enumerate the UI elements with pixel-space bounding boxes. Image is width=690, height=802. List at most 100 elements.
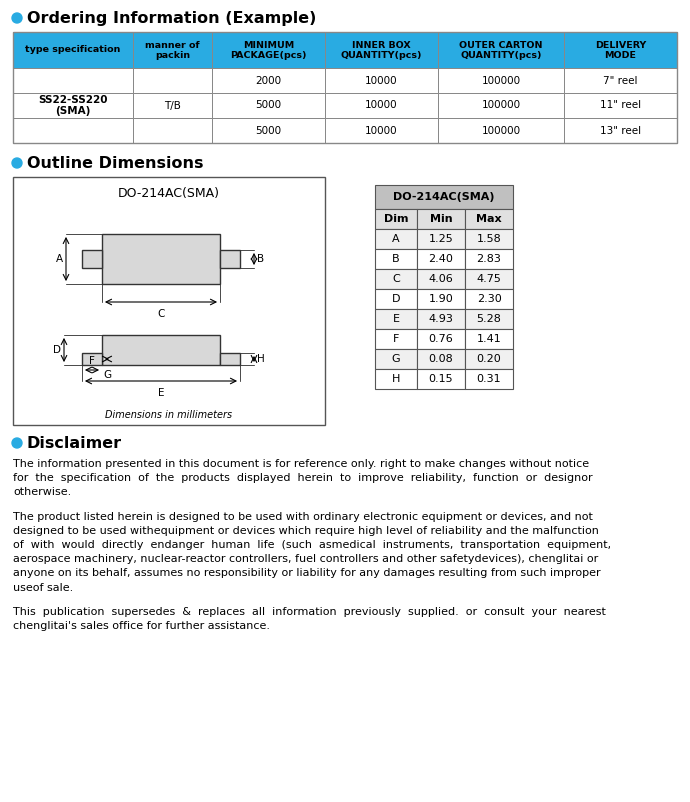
Text: QUANTITY(pcs): QUANTITY(pcs): [460, 51, 542, 60]
Bar: [213, 32, 325, 68]
Text: otherwise.: otherwise.: [13, 488, 71, 497]
Text: This  publication  supersedes  &  replaces  all  information  previously  suppli: This publication supersedes & replaces a…: [13, 607, 606, 617]
Bar: [564, 32, 677, 68]
Text: manner of: manner of: [145, 40, 199, 50]
Bar: [465, 289, 513, 309]
Text: Disclaimer: Disclaimer: [27, 435, 122, 451]
Text: C: C: [157, 309, 165, 319]
Bar: [375, 229, 417, 249]
Bar: [102, 335, 220, 365]
Bar: [564, 68, 677, 93]
Text: 1.41: 1.41: [477, 334, 502, 344]
Text: anyone on its behalf, assumes no responsibility or liability for any damages res: anyone on its behalf, assumes no respons…: [13, 569, 600, 578]
Text: type specification: type specification: [25, 46, 121, 55]
Text: aerospace machinery, nuclear-reactor controllers, fuel controllers and other saf: aerospace machinery, nuclear-reactor con…: [13, 554, 598, 564]
Bar: [220, 250, 240, 268]
Text: 10000: 10000: [365, 75, 398, 86]
Bar: [417, 229, 465, 249]
Bar: [438, 118, 564, 143]
Bar: [82, 353, 102, 365]
Bar: [132, 68, 213, 93]
Text: DO-214AC(SMA): DO-214AC(SMA): [118, 187, 220, 200]
Text: The product listed herein is designed to be used with ordinary electronic equipm: The product listed herein is designed to…: [13, 512, 593, 521]
Text: MINIMUM: MINIMUM: [243, 40, 294, 50]
Bar: [375, 349, 417, 369]
Text: A: A: [392, 234, 400, 244]
Bar: [417, 209, 465, 229]
Text: 10000: 10000: [365, 125, 398, 136]
Text: B: B: [392, 254, 400, 264]
Text: Max: Max: [476, 214, 502, 224]
Bar: [213, 93, 325, 118]
Bar: [417, 329, 465, 349]
Bar: [13, 177, 325, 425]
Bar: [375, 269, 417, 289]
Bar: [325, 32, 438, 68]
Bar: [375, 309, 417, 329]
Text: C: C: [392, 274, 400, 284]
Bar: [132, 32, 213, 68]
Bar: [375, 185, 513, 209]
Bar: [417, 349, 465, 369]
Text: H: H: [257, 354, 265, 364]
Bar: [465, 369, 513, 389]
Text: F: F: [89, 356, 95, 366]
Bar: [465, 249, 513, 269]
Text: chenglitai's sales office for further assistance.: chenglitai's sales office for further as…: [13, 621, 270, 631]
Text: SS22-SS220
(SMA): SS22-SS220 (SMA): [38, 95, 108, 116]
Bar: [417, 269, 465, 289]
Bar: [82, 250, 102, 268]
Bar: [438, 68, 564, 93]
Text: 2.30: 2.30: [477, 294, 502, 304]
Bar: [13, 118, 132, 143]
Bar: [375, 289, 417, 309]
Text: for  the  specification  of  the  products  displayed  herein  to  improve  reli: for the specification of the products di…: [13, 473, 593, 483]
Text: Outline Dimensions: Outline Dimensions: [27, 156, 204, 171]
Bar: [325, 93, 438, 118]
Text: INNER BOX: INNER BOX: [352, 40, 411, 50]
Text: 0.15: 0.15: [428, 374, 453, 384]
Bar: [417, 309, 465, 329]
Text: of  with  would  directly  endanger  human  life  (such  asmedical  instruments,: of with would directly endanger human li…: [13, 540, 611, 550]
Text: 1.58: 1.58: [477, 234, 502, 244]
Text: A: A: [56, 254, 63, 264]
Text: 4.93: 4.93: [428, 314, 453, 324]
Bar: [13, 93, 132, 118]
Text: 2.83: 2.83: [477, 254, 502, 264]
Text: T/B: T/B: [164, 100, 181, 111]
Bar: [465, 229, 513, 249]
Bar: [438, 93, 564, 118]
Bar: [465, 269, 513, 289]
Bar: [213, 68, 325, 93]
Bar: [375, 249, 417, 269]
Text: 0.31: 0.31: [477, 374, 502, 384]
Text: 0.20: 0.20: [477, 354, 502, 364]
Bar: [417, 289, 465, 309]
Bar: [13, 32, 132, 68]
Text: 100000: 100000: [482, 100, 520, 111]
Text: 1.90: 1.90: [428, 294, 453, 304]
Circle shape: [12, 438, 22, 448]
Text: designed to be used withequipment or devices which require high level of reliabi: designed to be used withequipment or dev…: [13, 526, 599, 536]
Text: E: E: [158, 388, 164, 398]
Text: F: F: [393, 334, 400, 344]
Text: 100000: 100000: [482, 125, 520, 136]
Bar: [375, 209, 417, 229]
Text: 11" reel: 11" reel: [600, 100, 641, 111]
Text: Dimensions in millimeters: Dimensions in millimeters: [106, 410, 233, 420]
Text: QUANTITY(pcs): QUANTITY(pcs): [341, 51, 422, 60]
Bar: [564, 118, 677, 143]
Bar: [325, 118, 438, 143]
Text: PACKAGE(pcs): PACKAGE(pcs): [230, 51, 307, 60]
Text: 0.08: 0.08: [428, 354, 453, 364]
Text: G: G: [392, 354, 400, 364]
Text: Dim: Dim: [384, 214, 408, 224]
Bar: [375, 329, 417, 349]
Text: G: G: [103, 370, 111, 380]
Text: useof sale.: useof sale.: [13, 582, 73, 593]
Bar: [102, 234, 220, 284]
Bar: [564, 93, 677, 118]
Bar: [465, 349, 513, 369]
Text: 7" reel: 7" reel: [603, 75, 638, 86]
Bar: [213, 118, 325, 143]
